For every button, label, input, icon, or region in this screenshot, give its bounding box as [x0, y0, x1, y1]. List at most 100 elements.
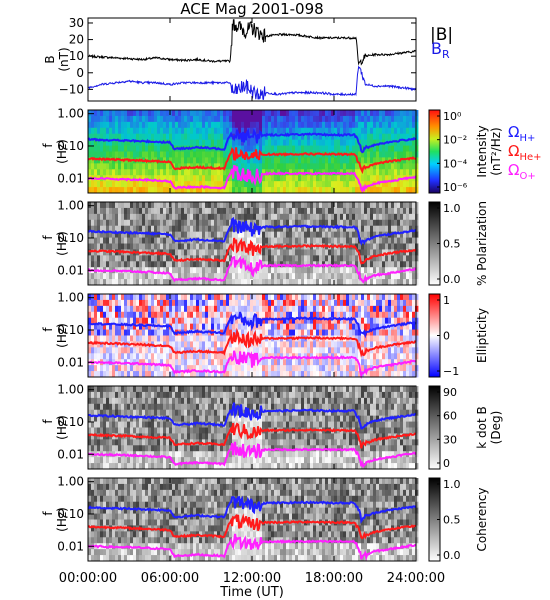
cell [244, 115, 248, 123]
cell [277, 371, 281, 378]
cell [277, 317, 281, 325]
cell [370, 207, 374, 215]
cell [226, 347, 230, 354]
cell [151, 133, 155, 141]
cell [388, 237, 392, 244]
cell [124, 169, 128, 176]
cell [88, 145, 92, 152]
cell [148, 317, 152, 325]
cell [175, 365, 179, 372]
cell [271, 181, 275, 188]
cell [199, 317, 203, 325]
cell [109, 219, 113, 227]
cell [319, 305, 323, 313]
cell [187, 243, 191, 250]
cell [403, 169, 407, 176]
cell [358, 115, 362, 123]
y-tick-label-2: 0.01 [57, 355, 84, 369]
cell [400, 237, 404, 244]
cell [262, 279, 266, 286]
cell [109, 231, 113, 238]
cell [268, 341, 272, 348]
cell [148, 353, 152, 360]
cell [340, 249, 344, 256]
cell [310, 175, 314, 182]
cell [397, 329, 401, 336]
cell [325, 299, 329, 307]
colorbar-unit: (nT²/Hz) [489, 127, 503, 175]
cell [190, 181, 194, 188]
cell [88, 317, 92, 325]
cell [145, 115, 149, 123]
cell [409, 341, 413, 348]
cell [271, 237, 275, 244]
cell [241, 115, 245, 123]
cell [127, 237, 131, 244]
cell [346, 329, 350, 336]
cell [130, 463, 134, 470]
cell [112, 421, 116, 428]
cell [196, 249, 200, 256]
cell [391, 347, 395, 354]
cell [397, 311, 401, 319]
cell [283, 347, 287, 354]
cell [97, 157, 101, 164]
cell [250, 273, 254, 280]
cell [337, 163, 341, 170]
cell [361, 273, 365, 280]
cell [229, 231, 233, 238]
cell [130, 391, 134, 399]
cell [106, 151, 110, 158]
cell [166, 311, 170, 319]
cell [409, 237, 413, 244]
cell [310, 267, 314, 274]
cell [307, 175, 311, 182]
cell [409, 213, 413, 221]
cell [97, 151, 101, 158]
cell [247, 145, 251, 152]
cell [181, 359, 185, 366]
cell [94, 457, 98, 464]
cell [103, 463, 107, 470]
gyro-line-o-plus [87, 350, 417, 380]
cell [181, 121, 185, 129]
cell [415, 181, 419, 188]
cell [169, 163, 173, 170]
cell [214, 335, 218, 342]
cell [88, 133, 92, 141]
cell [139, 139, 143, 146]
cell [331, 299, 335, 307]
cell [106, 261, 110, 268]
cell [409, 163, 413, 170]
cell [169, 294, 173, 301]
cell [364, 225, 368, 233]
cell [289, 279, 293, 286]
cell [88, 329, 92, 336]
cell [232, 187, 236, 194]
cell [283, 181, 287, 188]
cell [286, 213, 290, 221]
cell [277, 341, 281, 348]
cell [100, 445, 104, 452]
cell [268, 133, 272, 141]
cell [298, 225, 302, 233]
cell [337, 279, 341, 286]
cell [322, 157, 326, 164]
cell [184, 335, 188, 342]
cell [283, 255, 287, 262]
cell [346, 133, 350, 141]
cell [106, 181, 110, 188]
cell [277, 145, 281, 152]
cell [103, 163, 107, 170]
cell [292, 110, 296, 117]
gyro-line-he-plus [88, 147, 417, 175]
cell [130, 294, 134, 301]
cell [94, 421, 98, 428]
cell [232, 311, 236, 319]
cell [304, 127, 308, 135]
cell [304, 249, 308, 256]
cell [349, 347, 353, 354]
cell [286, 237, 290, 244]
cell [397, 353, 401, 360]
cell [229, 139, 233, 146]
